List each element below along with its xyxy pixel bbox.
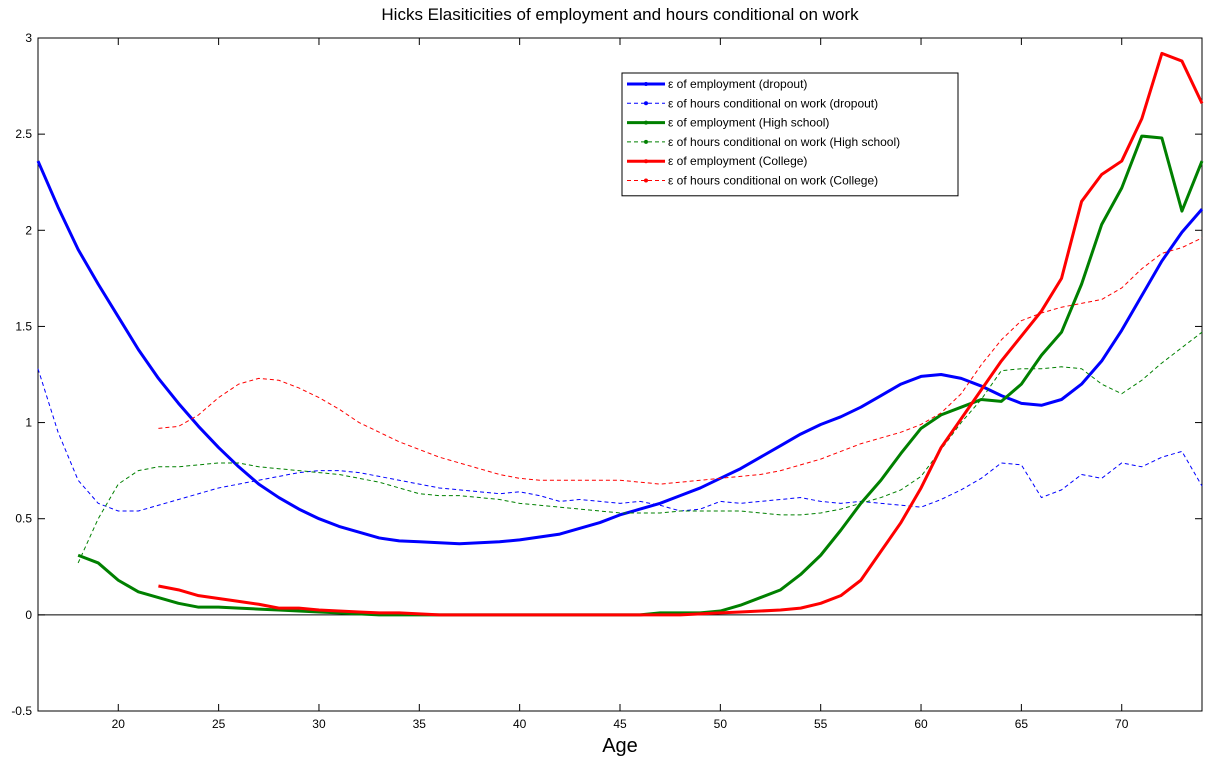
series-line	[36, 160, 1204, 546]
x-tick-label: 70	[1115, 717, 1129, 731]
legend-label: ε of hours conditional on work (dropout)	[668, 96, 878, 110]
x-tick-label: 20	[112, 717, 126, 731]
y-tick-label: 1.5	[15, 319, 32, 333]
x-tick-label: 45	[613, 717, 627, 731]
legend-marker	[644, 159, 648, 164]
y-tick-label: -0.5	[11, 704, 32, 718]
x-tick-label: 55	[814, 717, 828, 731]
x-axis-label: Age	[602, 735, 638, 757]
legend-label: ε of hours conditional on work (High sch…	[668, 135, 900, 149]
legend-label: ε of employment (College)	[668, 154, 807, 168]
legend-marker	[644, 178, 648, 183]
series-line	[77, 331, 1203, 564]
y-tick-label: 3	[25, 31, 32, 45]
y-tick-label: 2	[25, 223, 32, 237]
legend-label: ε of employment (dropout)	[668, 77, 807, 91]
series-line	[158, 237, 1203, 485]
x-tick-label: 30	[312, 717, 326, 731]
plot-frame	[37, 37, 1203, 712]
legend-marker	[644, 101, 648, 106]
y-tick-label: 0	[25, 608, 32, 622]
legend-label: ε of hours conditional on work (College)	[668, 174, 878, 188]
y-tick-label: 0.5	[15, 512, 32, 526]
x-tick-label: 50	[714, 717, 728, 731]
y-tick-label: 1	[25, 416, 32, 430]
x-tick-label: 25	[212, 717, 226, 731]
legend-marker	[644, 120, 648, 125]
x-tick-label: 35	[413, 717, 427, 731]
legend-marker	[644, 82, 648, 86]
legend-label: ε of employment (High school)	[668, 116, 829, 130]
series-line	[37, 368, 1203, 512]
x-tick-label: 60	[914, 717, 928, 731]
legend-marker	[644, 139, 648, 144]
y-tick-label: 2.5	[15, 127, 32, 141]
chart-title: Hicks Elasiticities of employment and ho…	[381, 5, 859, 24]
legend-box	[621, 72, 959, 197]
series-line	[158, 51, 1204, 617]
x-tick-label: 40	[513, 717, 527, 731]
x-tick-label: 65	[1015, 717, 1029, 731]
